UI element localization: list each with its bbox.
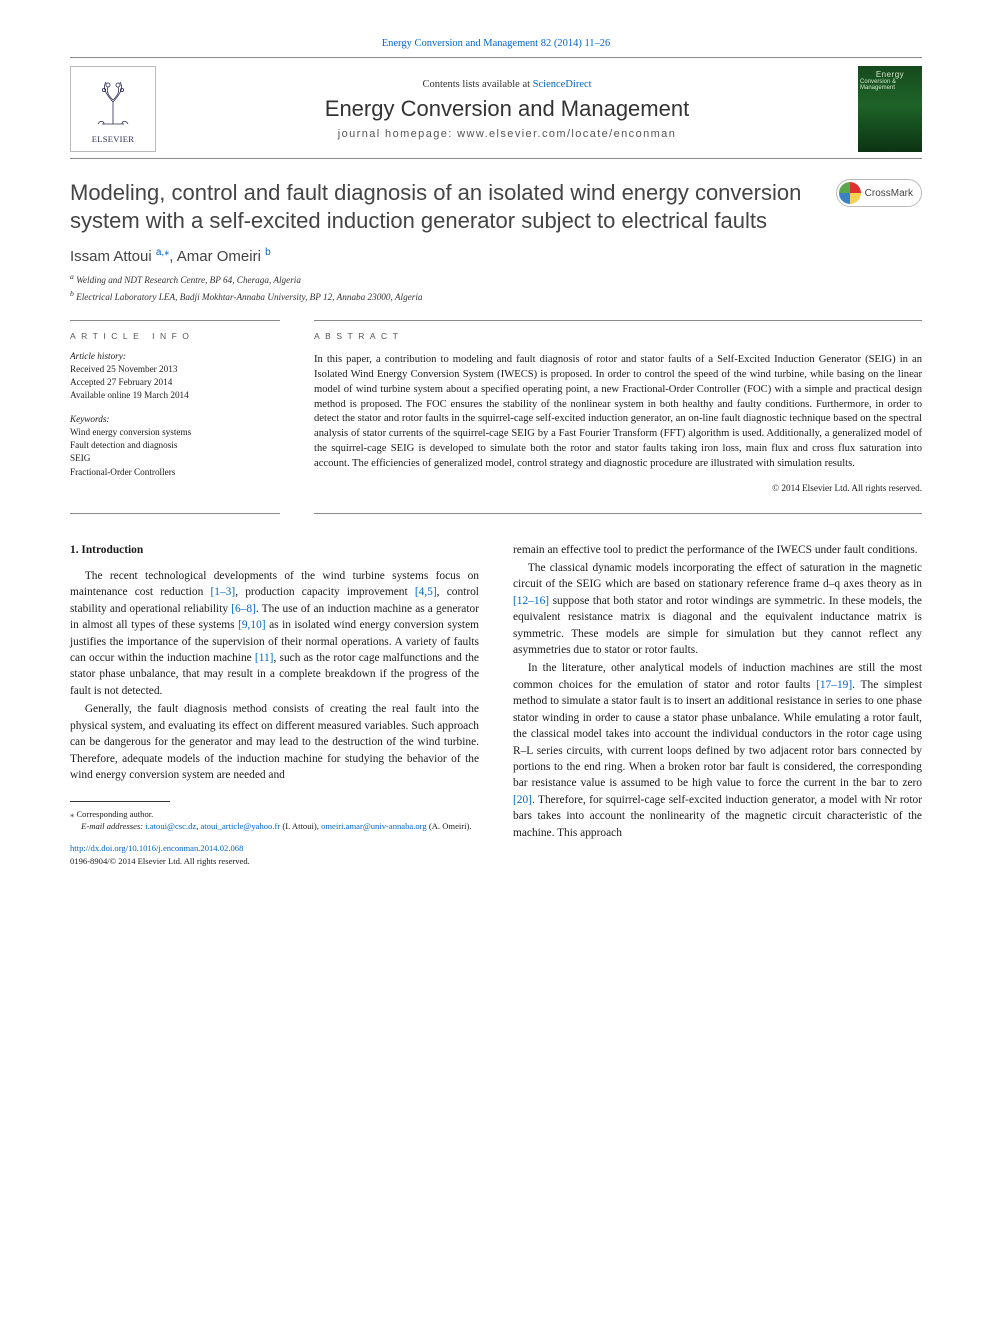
crossmark-button[interactable]: CrossMark: [836, 179, 922, 207]
cite-6-8[interactable]: [6–8]: [231, 603, 256, 615]
footer-ids: http://dx.doi.org/10.1016/j.enconman.201…: [70, 842, 479, 866]
para-1: The recent technological developments of…: [70, 568, 479, 699]
affiliation-a: a Welding and NDT Research Centre, BP 64…: [70, 271, 922, 287]
affiliation-b-text: Electrical Laboratory LEA, Badji Mokhtar…: [76, 292, 422, 302]
journal-header-center: Contents lists available at ScienceDirec…: [156, 66, 858, 152]
sciencedirect-link[interactable]: ScienceDirect: [533, 79, 592, 90]
author-1-affil-link[interactable]: a,: [156, 247, 164, 258]
abstract-label: abstract: [314, 331, 922, 343]
article-info-label: article info: [70, 331, 280, 341]
cite-17-19[interactable]: [17–19]: [816, 679, 852, 691]
email-2[interactable]: atoui_article@yahoo.fr: [200, 821, 280, 831]
history-accepted: Accepted 27 February 2014: [70, 376, 280, 389]
history-block: Article history: Received 25 November 20…: [70, 351, 280, 402]
issue-ribbon: Energy Conversion and Management 82 (201…: [70, 38, 922, 49]
cite-1-3[interactable]: [1–3]: [211, 586, 236, 598]
keywords-head: Keywords:: [70, 414, 280, 424]
email-3[interactable]: omeiri.amar@univ-annaba.org: [321, 821, 427, 831]
abstract-copyright: © 2014 Elsevier Ltd. All rights reserved…: [314, 482, 922, 495]
footnote-separator: [70, 801, 170, 802]
paper-title: Modeling, control and fault diagnosis of…: [70, 179, 816, 235]
affiliations: a Welding and NDT Research Centre, BP 64…: [70, 271, 922, 304]
authors-line: Issam Attoui a,⁎, Amar Omeiri b: [70, 247, 922, 265]
body-col-right: remain an effective tool to predict the …: [513, 542, 922, 867]
abstract-col: abstract In this paper, a contribution t…: [314, 320, 922, 494]
issue-ribbon-link[interactable]: Energy Conversion and Management 82 (201…: [382, 38, 611, 49]
section-1-heading: 1. Introduction: [70, 542, 479, 558]
history-online: Available online 19 March 2014: [70, 389, 280, 402]
cover-line2: Conversion & Management: [860, 79, 920, 91]
affiliation-a-text: Welding and NDT Research Centre, BP 64, …: [76, 275, 301, 285]
cover-thumb-icon: Energy Conversion & Management: [858, 66, 922, 152]
cite-12-16[interactable]: [12–16]: [513, 595, 549, 607]
p5c: . Therefore, for squirrel-cage self-exci…: [513, 794, 922, 839]
para-3: remain an effective tool to predict the …: [513, 542, 922, 558]
cite-9-10[interactable]: [9,10]: [238, 619, 266, 631]
keywords-block: Keywords: Wind energy conversion systems…: [70, 414, 280, 479]
email-3-paren: (A. Omeiri).: [429, 821, 472, 831]
journal-homepage: journal homepage: www.elsevier.com/locat…: [338, 128, 676, 140]
journal-header: ELSEVIER Contents lists available at Sci…: [70, 57, 922, 159]
p4b: suppose that both stator and rotor windi…: [513, 595, 922, 656]
author-2: Amar Omeiri: [177, 248, 261, 265]
kw-4: Fractional-Order Controllers: [70, 466, 280, 479]
meta-row: article info Article history: Received 2…: [70, 320, 922, 494]
cite-11[interactable]: [11]: [255, 652, 274, 664]
p5b: . The simplest method to simulate a stat…: [513, 679, 922, 790]
p1b: , production capacity improvement: [235, 586, 415, 598]
elsevier-logo: ELSEVIER: [70, 66, 156, 152]
crossmark-label: CrossMark: [865, 188, 913, 199]
meta-bottom-rule: [70, 513, 922, 514]
para-4: The classical dynamic models incorporati…: [513, 560, 922, 659]
article-info-col: article info Article history: Received 2…: [70, 320, 280, 494]
history-head: Article history:: [70, 351, 280, 361]
abstract-body: In this paper, a contribution to modelin…: [314, 353, 922, 472]
kw-2: Fault detection and diagnosis: [70, 439, 280, 452]
para-5: In the literature, other analytical mode…: [513, 660, 922, 841]
kw-3: SEIG: [70, 452, 280, 465]
body-col-left: 1. Introduction The recent technological…: [70, 542, 479, 867]
p4a: The classical dynamic models incorporati…: [513, 562, 922, 590]
author-1-corr-link[interactable]: ⁎: [164, 247, 169, 258]
affiliation-b: b Electrical Laboratory LEA, Badji Mokht…: [70, 288, 922, 304]
issn-line: 0196-8904/© 2014 Elsevier Ltd. All right…: [70, 855, 479, 867]
footnote-block: ⁎ Corresponding author. E-mail addresses…: [70, 808, 479, 832]
kw-1: Wind energy conversion systems: [70, 426, 280, 439]
title-row: Modeling, control and fault diagnosis of…: [70, 179, 922, 235]
email-1-paren: (I. Attoui),: [282, 821, 319, 831]
cite-4-5[interactable]: [4,5]: [415, 586, 437, 598]
contents-line: Contents lists available at ScienceDirec…: [422, 79, 591, 90]
contents-prefix: Contents lists available at: [422, 79, 532, 90]
cite-20[interactable]: [20]: [513, 794, 532, 806]
author-1: Issam Attoui: [70, 248, 152, 265]
corresponding-author-label: ⁎ Corresponding author.: [70, 808, 479, 820]
para-2: Generally, the fault diagnosis method co…: [70, 701, 479, 783]
doi-link[interactable]: http://dx.doi.org/10.1016/j.enconman.201…: [70, 843, 243, 853]
email-1[interactable]: i.atoui@csc.dz: [145, 821, 196, 831]
email-addresses-label: E-mail addresses:: [81, 821, 143, 831]
journal-name: Energy Conversion and Management: [325, 96, 689, 122]
body-columns: 1. Introduction The recent technological…: [70, 542, 922, 867]
history-received: Received 25 November 2013: [70, 363, 280, 376]
author-2-affil-link[interactable]: b: [265, 247, 271, 258]
cover-line1: Energy: [876, 70, 904, 79]
elsevier-tree-icon: [82, 74, 144, 130]
elsevier-name-label: ELSEVIER: [92, 134, 135, 144]
crossmark-icon: [839, 182, 861, 204]
